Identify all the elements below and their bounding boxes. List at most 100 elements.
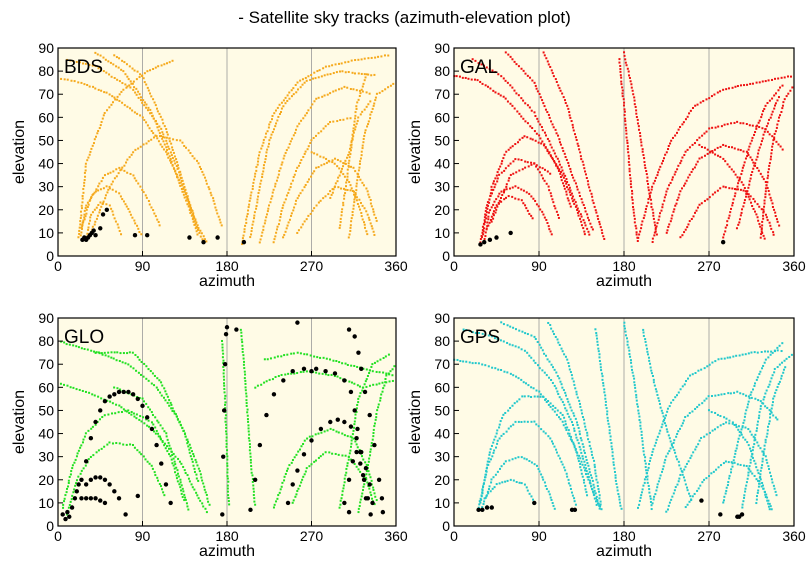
track-point bbox=[626, 340, 629, 343]
track-point bbox=[496, 205, 499, 208]
track-point bbox=[666, 430, 669, 433]
track-point bbox=[255, 169, 258, 172]
track-point bbox=[271, 191, 274, 194]
track-point bbox=[766, 187, 769, 190]
track-point bbox=[494, 206, 497, 209]
track-point bbox=[135, 93, 138, 96]
track-point bbox=[306, 180, 309, 183]
track-point bbox=[103, 351, 106, 354]
track-point bbox=[118, 166, 121, 169]
track-point bbox=[660, 209, 663, 212]
track-point bbox=[740, 428, 743, 431]
track-point bbox=[369, 450, 372, 453]
track-point bbox=[297, 194, 300, 197]
track-point bbox=[354, 195, 357, 198]
track-point bbox=[361, 85, 364, 88]
track-point bbox=[126, 85, 129, 88]
track-point bbox=[750, 433, 753, 436]
track-point bbox=[716, 91, 719, 94]
track-point bbox=[507, 53, 510, 56]
track-point bbox=[635, 112, 638, 115]
track-point bbox=[488, 485, 491, 488]
track-point bbox=[681, 470, 684, 473]
track-point bbox=[241, 344, 244, 347]
track-point bbox=[350, 436, 353, 439]
track-point bbox=[296, 490, 299, 493]
track-point bbox=[80, 227, 83, 230]
track-point bbox=[492, 441, 495, 444]
track-point bbox=[761, 224, 764, 227]
track-point bbox=[521, 168, 524, 171]
track-point bbox=[722, 233, 725, 236]
track-point bbox=[527, 384, 530, 387]
track-point bbox=[764, 128, 767, 131]
track-point bbox=[506, 341, 509, 344]
track-point bbox=[108, 106, 111, 109]
track-point bbox=[561, 92, 564, 95]
track-point bbox=[681, 156, 684, 159]
track-point bbox=[733, 391, 736, 394]
track-point bbox=[533, 335, 536, 338]
track-point bbox=[331, 159, 334, 162]
track-point bbox=[357, 173, 360, 176]
track-point bbox=[241, 347, 244, 350]
track-point bbox=[517, 420, 520, 423]
track-point bbox=[362, 141, 365, 144]
track-point bbox=[526, 122, 529, 125]
track-point bbox=[348, 147, 351, 150]
track-point bbox=[686, 489, 689, 492]
track-point bbox=[268, 139, 271, 142]
track-point bbox=[764, 80, 767, 83]
track-point bbox=[89, 150, 92, 153]
track-point bbox=[595, 475, 598, 478]
track-point bbox=[557, 134, 560, 137]
track-point bbox=[104, 354, 107, 357]
track-point bbox=[483, 220, 486, 223]
highlight-point bbox=[367, 482, 372, 487]
track-point bbox=[556, 167, 559, 170]
track-point bbox=[351, 137, 354, 140]
track-point bbox=[637, 506, 640, 509]
track-point bbox=[674, 170, 677, 173]
track-point bbox=[317, 201, 320, 204]
track-point bbox=[492, 212, 495, 215]
track-point bbox=[245, 404, 248, 407]
track-point bbox=[244, 224, 247, 227]
track-point bbox=[720, 125, 723, 128]
track-point bbox=[753, 459, 756, 462]
track-point bbox=[741, 426, 744, 429]
track-point bbox=[555, 163, 558, 166]
track-point bbox=[557, 84, 560, 87]
track-point bbox=[561, 420, 564, 423]
track-point bbox=[503, 189, 506, 192]
track-point bbox=[638, 415, 641, 418]
track-point bbox=[645, 169, 648, 172]
track-point bbox=[715, 468, 718, 471]
track-point bbox=[88, 153, 91, 156]
track-point bbox=[741, 169, 744, 172]
track-point bbox=[124, 83, 127, 86]
track-point bbox=[770, 152, 773, 155]
track-point bbox=[642, 217, 645, 220]
track-point bbox=[85, 208, 88, 211]
track-point bbox=[133, 86, 136, 89]
track-point bbox=[133, 219, 136, 222]
track-point bbox=[605, 407, 608, 410]
track-point bbox=[361, 389, 364, 392]
highlight-point bbox=[116, 389, 122, 395]
track-point bbox=[250, 227, 253, 230]
track-point bbox=[192, 213, 195, 216]
track-point bbox=[512, 160, 515, 163]
track-point bbox=[249, 194, 252, 197]
track-point bbox=[146, 460, 149, 463]
track-point bbox=[663, 461, 666, 464]
track-point bbox=[111, 101, 114, 104]
highlight-point bbox=[135, 493, 141, 499]
track-point bbox=[624, 330, 627, 333]
track-point bbox=[755, 429, 758, 432]
track-point bbox=[631, 202, 634, 205]
track-point bbox=[623, 324, 626, 327]
track-point bbox=[184, 498, 187, 501]
track-point bbox=[534, 338, 537, 341]
track-point bbox=[372, 383, 375, 386]
